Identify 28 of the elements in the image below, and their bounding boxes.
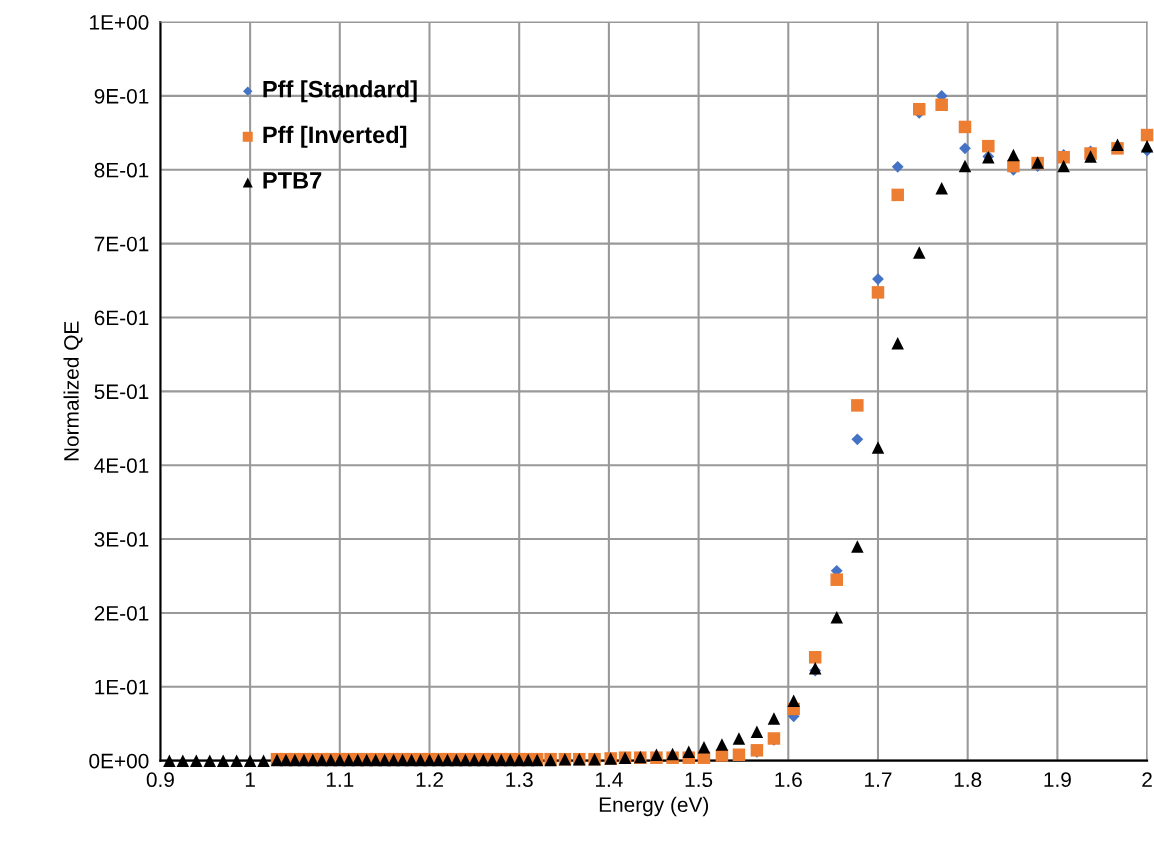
x-axis-title: Energy (eV)	[599, 796, 709, 817]
x-tick-label: 1.9	[1044, 772, 1071, 788]
x-tick-label: 1.6	[775, 772, 802, 788]
x-tick-label: 1.2	[416, 772, 443, 787]
legend-label: Pff [Standard]	[263, 80, 417, 103]
x-tick-label: 1.3	[506, 772, 533, 788]
y-tick-label: 6E-01	[94, 310, 149, 326]
x-tick-label: 1.1	[326, 772, 354, 787]
x-tick-label: 1.8	[954, 772, 982, 788]
legend-label: Pff [Inverted]	[263, 125, 407, 148]
y-tick-label: 2E-01	[94, 605, 149, 621]
y-tick-label: 4E-01	[94, 458, 149, 473]
x-tick-label: 2	[1142, 772, 1152, 787]
y-tick-label: 1E-01	[95, 679, 149, 695]
y-tick-label: 5E-01	[94, 384, 149, 400]
y-tick-label: 3E-01	[94, 532, 149, 547]
y-tick-label: 9E-01	[94, 88, 149, 104]
x-tick-label: 1.5	[685, 772, 713, 788]
y-tick-label: 8E-01	[94, 162, 149, 178]
x-tick-label: 1.4	[596, 772, 623, 787]
y-tick-label: 0E+00	[89, 753, 149, 769]
y-axis-title: Normalized QE	[63, 321, 83, 461]
x-tick-label: 1	[245, 772, 255, 787]
x-tick-label: 1.7	[865, 772, 892, 787]
y-tick-label: 1E+00	[90, 15, 149, 30]
legend-label: PTB7	[263, 172, 322, 189]
x-tick-label: 0.9	[146, 772, 174, 788]
y-tick-label: 7E-01	[94, 236, 149, 252]
